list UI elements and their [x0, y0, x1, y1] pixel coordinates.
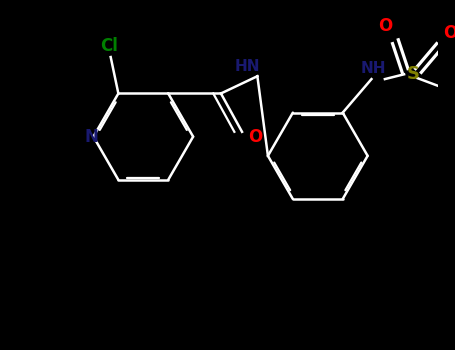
Text: O: O — [248, 128, 263, 146]
Text: O: O — [443, 24, 455, 42]
Text: Cl: Cl — [100, 36, 118, 55]
Text: O: O — [378, 18, 392, 35]
Text: HN: HN — [235, 59, 261, 74]
Text: NH: NH — [361, 61, 386, 76]
Text: N: N — [85, 128, 98, 146]
Text: S: S — [407, 65, 420, 83]
